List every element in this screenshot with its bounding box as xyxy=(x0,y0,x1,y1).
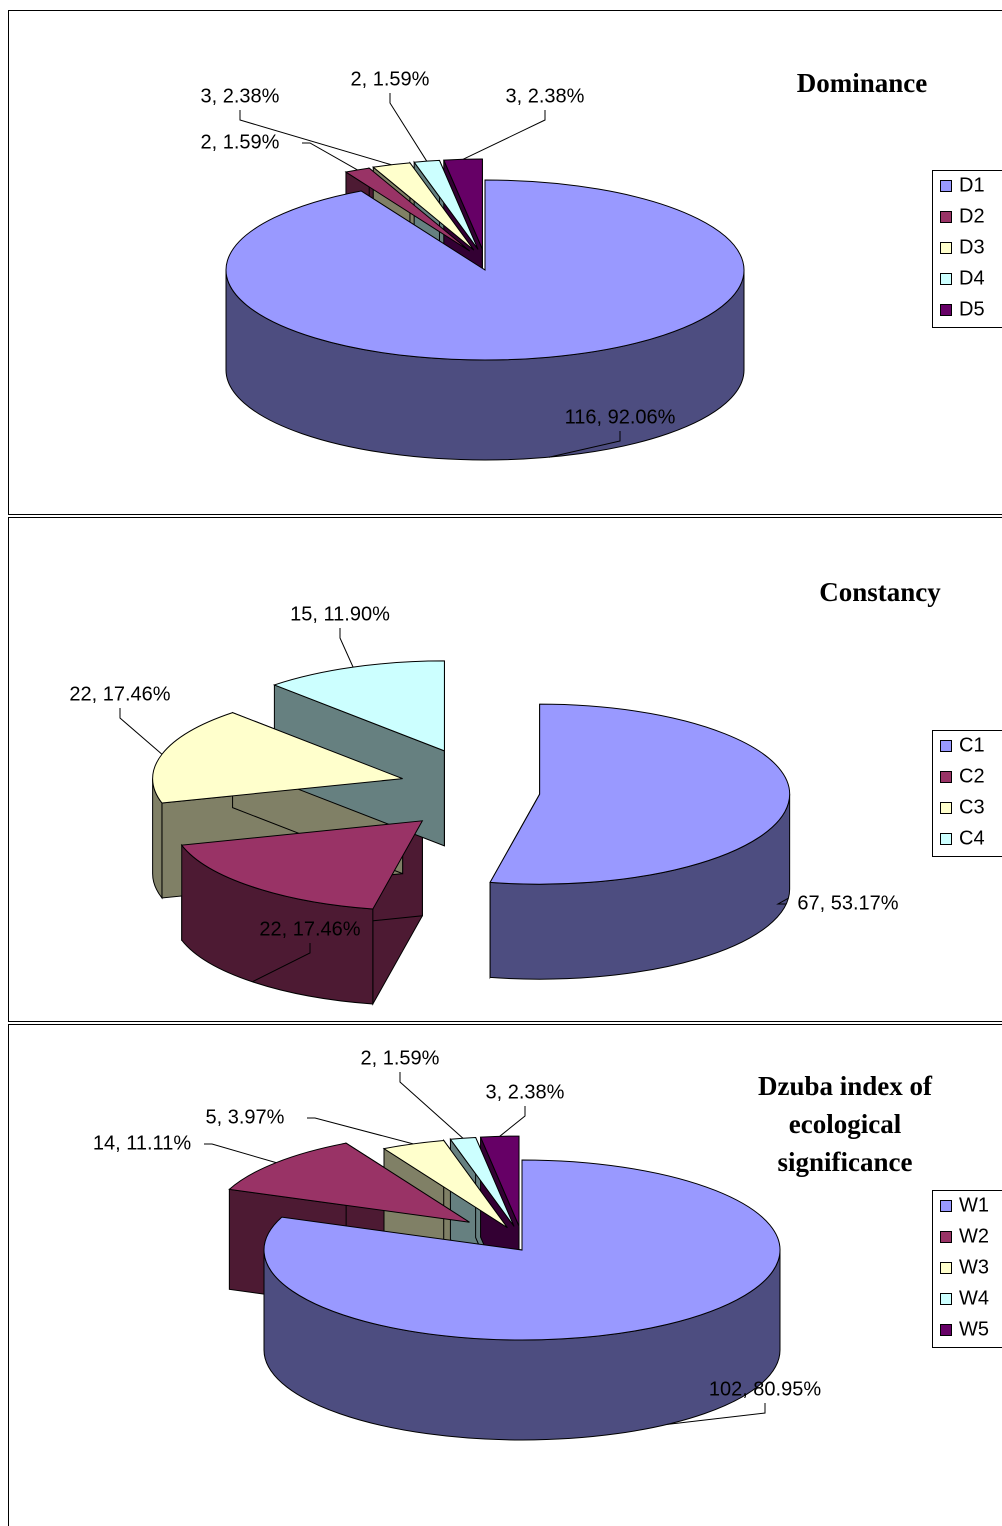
data-label: 22, 17.46% xyxy=(69,683,170,705)
data-label: 22, 17.46% xyxy=(259,918,360,940)
chart-title: Dominance xyxy=(796,68,928,98)
chart-title: Constancy xyxy=(819,577,941,607)
leader-line xyxy=(389,93,428,162)
data-label: 3, 2.38% xyxy=(201,85,280,107)
leader-line xyxy=(302,142,358,171)
data-label: 2, 1.59% xyxy=(361,1047,440,1069)
legend-swatch xyxy=(940,740,952,752)
leader-line xyxy=(239,110,392,166)
legend-label: C4 xyxy=(959,827,985,849)
slice xyxy=(413,159,479,250)
leader-line xyxy=(252,943,311,983)
slice xyxy=(263,1159,781,1341)
legend-swatch xyxy=(940,1231,952,1243)
leader-line xyxy=(462,110,546,160)
panel-frame xyxy=(8,1024,1002,1526)
data-label: 5, 3.97% xyxy=(206,1106,285,1128)
legend-label: D2 xyxy=(959,205,985,227)
data-label: 3, 2.38% xyxy=(506,85,585,107)
slice xyxy=(489,703,791,885)
legend-swatch xyxy=(940,1262,952,1274)
slice xyxy=(443,158,483,250)
slice xyxy=(372,162,475,251)
data-label: 15, 11.90% xyxy=(290,603,390,625)
leader-line xyxy=(399,1072,464,1139)
data-label: 2, 1.59% xyxy=(351,68,430,90)
legend-box xyxy=(932,730,1002,857)
chart-title: Dzuba index of ecological significance xyxy=(757,1071,933,1177)
legend-swatch xyxy=(940,304,952,316)
legend-label: W2 xyxy=(959,1225,989,1247)
legend-swatch xyxy=(940,180,952,192)
legend-swatch xyxy=(940,833,952,845)
slice xyxy=(228,1142,470,1223)
legend-label: W4 xyxy=(959,1287,989,1309)
leader-line xyxy=(548,431,621,458)
legend-label: D3 xyxy=(959,236,985,258)
legend-label: W5 xyxy=(959,1318,989,1340)
panel-frame xyxy=(8,517,1002,1022)
legend-box xyxy=(932,170,1002,328)
legend-swatch xyxy=(940,802,952,814)
data-label: 102, 80.95% xyxy=(709,1378,822,1400)
data-label: 14, 11.11% xyxy=(93,1132,191,1154)
leader-line xyxy=(499,1106,526,1137)
leader-line xyxy=(204,1143,277,1164)
legend-swatch xyxy=(940,242,952,254)
data-label: 67, 53.17% xyxy=(797,892,898,914)
legend-label: D5 xyxy=(959,298,985,320)
legend-label: C1 xyxy=(959,734,985,756)
slice xyxy=(382,1139,508,1229)
legend-swatch xyxy=(940,1324,952,1336)
leader-line xyxy=(119,708,163,755)
legend-label: D1 xyxy=(959,174,985,196)
panel-frame xyxy=(8,10,1002,515)
legend-swatch xyxy=(940,1200,952,1212)
data-label: 2, 1.59% xyxy=(201,131,280,153)
leader-line xyxy=(307,1117,414,1145)
legend-label: C2 xyxy=(959,765,985,787)
data-label: 116, 92.06% xyxy=(565,406,676,428)
legend-label: W3 xyxy=(959,1256,989,1278)
legend-swatch xyxy=(940,211,952,223)
slice xyxy=(225,179,745,361)
legend-swatch xyxy=(940,273,952,285)
leader-line xyxy=(339,628,354,668)
legend-label: D4 xyxy=(959,267,985,289)
leader-line xyxy=(667,1403,766,1425)
legend-label: C3 xyxy=(959,796,985,818)
legend-swatch xyxy=(940,771,952,783)
slice xyxy=(152,712,403,804)
legend-label: W1 xyxy=(959,1194,989,1216)
data-label: 3, 2.38% xyxy=(486,1081,565,1103)
slice xyxy=(180,820,424,910)
legend-swatch xyxy=(940,1293,952,1305)
slice xyxy=(272,660,445,752)
leader-line xyxy=(776,897,789,905)
legend-box xyxy=(932,1190,1002,1348)
